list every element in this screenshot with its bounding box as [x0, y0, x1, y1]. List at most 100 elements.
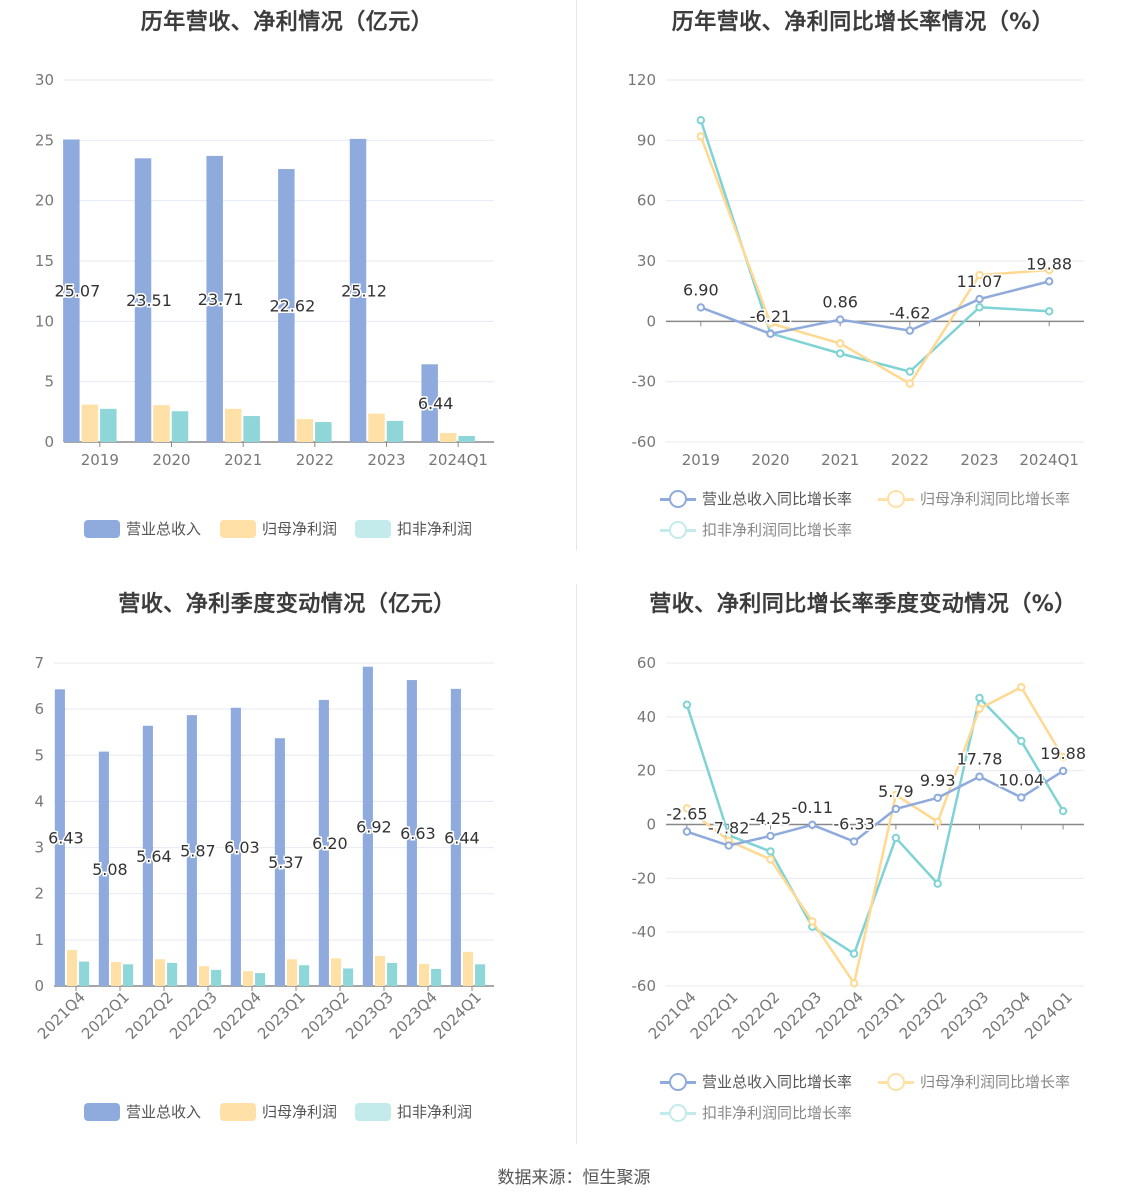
y-tick-label: 30: [637, 252, 656, 270]
bar: [79, 961, 90, 986]
bar: [431, 968, 442, 986]
x-tick-label: 2020: [751, 451, 789, 469]
legend-item-deducted-growth[interactable]: 扣非净利润同比增长率: [660, 519, 852, 540]
bar: [243, 416, 260, 442]
y-tick-label: 0: [34, 977, 44, 995]
bar: [100, 408, 117, 442]
y-tick-label: 40: [637, 708, 656, 726]
bar: [81, 404, 99, 442]
legend-item-revenue-growth[interactable]: 营业总收入同比增长率: [660, 1071, 852, 1092]
line-data-label: 5.79: [878, 782, 914, 801]
line-point: [849, 979, 859, 988]
legend-item-net-growth[interactable]: 归母净利润同比增长率: [878, 1071, 1070, 1092]
line-data-label: -4.62: [889, 304, 930, 323]
legend-swatch: [355, 519, 391, 538]
x-tick-label: 2022Q4: [210, 988, 265, 1043]
bar-data-label: 25.12: [341, 281, 387, 300]
series-line: [686, 685, 1065, 987]
line-point: [808, 820, 817, 829]
y-tick-label: 0: [646, 312, 656, 330]
bar: [318, 699, 329, 986]
legend-line-icon: [878, 1072, 914, 1091]
bar-data-label: 23.71: [198, 290, 244, 309]
bar: [387, 962, 398, 986]
legend-label: 扣非净利润: [397, 1103, 473, 1121]
series-line: [686, 769, 1064, 847]
line-point: [696, 132, 706, 141]
legend-swatch: [355, 1102, 391, 1121]
panel-divider: [576, 0, 577, 550]
series-line: [699, 135, 1050, 386]
legend-label: 营业总收入同比增长率: [702, 1073, 853, 1091]
bar-data-label: 22.62: [269, 297, 315, 316]
legend-label: 营业总收入: [126, 1103, 202, 1121]
legend-item-revenue[interactable]: 营业总收入: [84, 518, 201, 539]
bar: [98, 751, 109, 986]
bar: [142, 725, 153, 986]
x-tick-label: 2021: [224, 451, 262, 469]
legend-item-deducted-profit[interactable]: 扣非净利润: [355, 1101, 472, 1122]
bar: [330, 958, 342, 986]
line-point: [975, 693, 984, 703]
legend-swatch: [84, 1102, 120, 1121]
line-point: [808, 917, 817, 926]
bar: [450, 688, 461, 986]
line-point: [1044, 307, 1054, 316]
bar: [206, 155, 223, 442]
bar: [230, 707, 241, 986]
panel-divider: [576, 584, 577, 1144]
y-tick-label: 20: [35, 192, 54, 210]
line-point: [891, 833, 901, 843]
x-tick-label: 2023: [960, 451, 998, 469]
y-tick-label: 10: [35, 312, 54, 330]
bar: [296, 419, 314, 442]
bar-data-label: 5.64: [136, 847, 172, 866]
x-tick-label: 2023: [367, 451, 405, 469]
y-tick-label: 3: [34, 839, 44, 857]
quarterly-growth-panel: 营收、净利同比增长率季度变动情况（%） -60 -40 -20 0 20 40 60 2021…: [576, 584, 1148, 1144]
line-point: [696, 116, 706, 125]
legend-item-net-profit[interactable]: 归母净利润: [220, 518, 337, 539]
bar-data-label: 6.63: [400, 824, 436, 843]
y-tick-label: 4: [34, 792, 44, 810]
x-tick-label: 2019: [682, 451, 720, 469]
legend-label: 归母净利润: [262, 1103, 338, 1121]
y-tick-label: 5: [34, 746, 44, 764]
line-point: [1058, 806, 1068, 816]
y-tick-label: 0: [44, 433, 54, 451]
legend-line-icon: [660, 489, 696, 508]
x-tick-label: 2022Q3: [166, 988, 221, 1043]
line-point: [1017, 793, 1026, 802]
y-tick-label: 90: [637, 131, 656, 149]
chart-title: 营收、净利同比增长率季度变动情况（%）: [649, 592, 1077, 617]
legend-item-deducted-growth[interactable]: 扣非净利润同比增长率: [660, 1102, 852, 1123]
line-data-label: -2.65: [666, 805, 707, 824]
x-tick-label: 2019: [81, 451, 119, 469]
legend-item-net-growth[interactable]: 归母净利润同比增长率: [878, 488, 1070, 509]
bar-data-label: 5.87: [180, 842, 216, 861]
legend-swatch: [220, 1102, 256, 1121]
legend-item-net-profit[interactable]: 归母净利润: [220, 1101, 337, 1122]
legend-swatch: [84, 519, 120, 538]
line-data-label: 10.04: [998, 770, 1044, 789]
bar: [418, 963, 430, 986]
y-tick-label: 6: [34, 700, 44, 718]
line-data-label: 17.78: [957, 750, 1003, 769]
bar: [374, 956, 386, 986]
y-tick-label: 20: [637, 762, 656, 780]
legend-item-revenue[interactable]: 营业总收入: [84, 1101, 201, 1122]
annual-revenue-profit-panel: 历年营收、净利情况（亿元） 0 5 10 15 20 25 30 2019 2020 2021 20…: [0, 0, 574, 560]
legend-item-deducted-profit[interactable]: 扣非净利润: [355, 518, 472, 539]
line-point: [1044, 277, 1054, 286]
bar: [198, 966, 210, 986]
bar: [278, 169, 295, 442]
bar: [362, 666, 373, 986]
line-point: [849, 837, 859, 846]
y-tick-label: -20: [632, 869, 657, 887]
legend-label: 归母净利润同比增长率: [920, 1073, 1071, 1091]
quarterly-revenue-profit-panel: 营收、净利季度变动情况（亿元） 0 1 2 3 4 5 6 7 2021Q4 2022Q1 2022…: [0, 584, 574, 1144]
legend-item-revenue-growth[interactable]: 营业总收入同比增长率: [660, 488, 852, 509]
x-tick-label: 2022Q1: [78, 988, 133, 1043]
line-data-label: -6.21: [750, 307, 791, 326]
bar-data-label: 23.51: [126, 291, 172, 310]
